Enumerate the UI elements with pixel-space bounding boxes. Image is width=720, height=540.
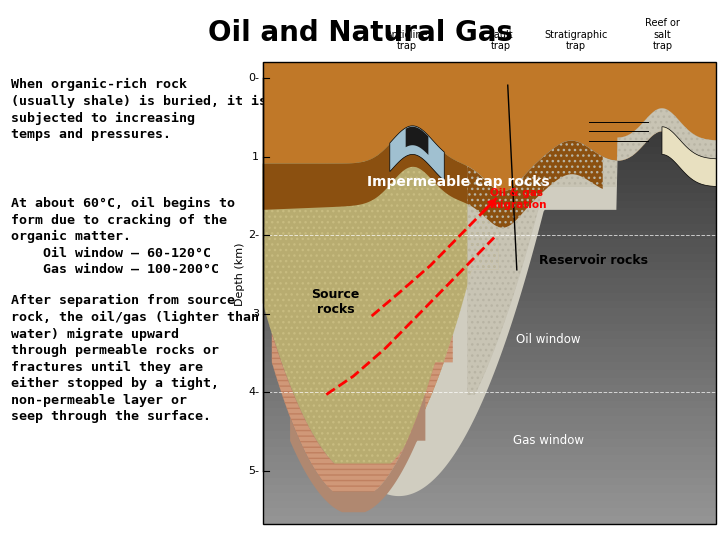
Bar [263, 355, 716, 362]
Bar [263, 301, 716, 308]
Bar [263, 362, 716, 370]
Bar [263, 278, 716, 285]
Polygon shape [263, 127, 498, 468]
Text: When organic-rich rock
(usually shale) is buried, it is
subjected to increasing
: When organic-rich rock (usually shale) i… [11, 78, 267, 141]
Bar [263, 347, 716, 355]
Bar [263, 100, 716, 108]
Bar [263, 408, 716, 416]
Bar [263, 270, 716, 278]
Bar [263, 116, 716, 124]
Bar [263, 254, 716, 262]
Polygon shape [263, 127, 603, 228]
Bar [263, 139, 716, 147]
Text: Source
rocks: Source rocks [311, 288, 359, 316]
Text: 0-: 0- [248, 73, 259, 83]
Bar [263, 416, 716, 424]
Bar [263, 293, 716, 301]
Bar [263, 200, 716, 208]
Bar [263, 308, 716, 316]
Bar [263, 455, 716, 462]
Text: Oil & gas
migration: Oil & gas migration [490, 188, 547, 210]
Bar [263, 147, 716, 154]
Text: Fault
trap: Fault trap [489, 30, 512, 51]
Polygon shape [662, 127, 716, 186]
Bar [263, 332, 716, 339]
Bar [263, 62, 716, 70]
Bar [263, 162, 716, 170]
Bar [263, 154, 716, 162]
Bar [263, 62, 716, 524]
Bar [263, 285, 716, 293]
Bar [263, 370, 716, 377]
Bar [263, 509, 716, 516]
Bar [263, 178, 716, 185]
Bar [263, 339, 716, 347]
Text: 2-: 2- [248, 230, 259, 240]
Bar [263, 377, 716, 386]
Bar [263, 324, 716, 332]
Polygon shape [263, 127, 716, 496]
Text: Oil window: Oil window [516, 333, 581, 346]
Bar [263, 485, 716, 493]
Text: Reservoir rocks: Reservoir rocks [539, 254, 649, 267]
Bar [263, 185, 716, 193]
Text: Gas window: Gas window [513, 434, 584, 447]
Polygon shape [405, 127, 428, 155]
Text: Oil and Natural Gas: Oil and Natural Gas [207, 19, 513, 47]
Bar [263, 447, 716, 455]
Bar [263, 501, 716, 509]
Bar [263, 93, 716, 100]
Bar [263, 216, 716, 224]
Text: 5-: 5- [248, 465, 259, 476]
Text: Impermeable cap rocks: Impermeable cap rocks [367, 175, 550, 189]
Text: 1: 1 [252, 152, 259, 162]
Text: Stratigraphic
trap: Stratigraphic trap [544, 30, 608, 51]
Bar [263, 393, 716, 401]
Bar [263, 470, 716, 477]
Text: Depth (km): Depth (km) [235, 243, 245, 306]
Polygon shape [290, 394, 426, 512]
Bar [263, 516, 716, 524]
Bar [263, 431, 716, 439]
Text: After separation from source
rock, the oil/gas (lighter than
water) migrate upwa: After separation from source rock, the o… [11, 294, 258, 423]
Text: 3: 3 [252, 309, 259, 319]
Bar [263, 78, 716, 85]
Bar [263, 316, 716, 324]
Text: Anticline
trap: Anticline trap [385, 30, 428, 51]
Bar [263, 239, 716, 247]
Bar [263, 70, 716, 77]
Bar [263, 131, 716, 139]
Bar [263, 224, 716, 231]
Polygon shape [390, 126, 444, 180]
Polygon shape [263, 62, 716, 191]
Bar [263, 231, 716, 239]
Bar [263, 477, 716, 485]
Text: 4-: 4- [248, 387, 259, 397]
Bar [263, 401, 716, 408]
Bar [263, 386, 716, 393]
Bar [263, 170, 716, 178]
Bar [263, 493, 716, 501]
Bar [263, 262, 716, 270]
Bar [263, 124, 716, 131]
Bar [263, 85, 716, 93]
Bar [263, 247, 716, 254]
Bar [263, 208, 716, 216]
Bar [263, 108, 716, 116]
Polygon shape [272, 333, 453, 501]
Text: At about 60°C, oil begins to
form due to cracking of the
organic matter.
    Oil: At about 60°C, oil begins to form due to… [11, 197, 235, 276]
Bar [263, 424, 716, 431]
Polygon shape [467, 108, 716, 395]
Text: Reef or
salt
trap: Reef or salt trap [645, 18, 680, 51]
Bar [263, 193, 716, 201]
Bar [263, 439, 716, 447]
Bar [263, 462, 716, 470]
